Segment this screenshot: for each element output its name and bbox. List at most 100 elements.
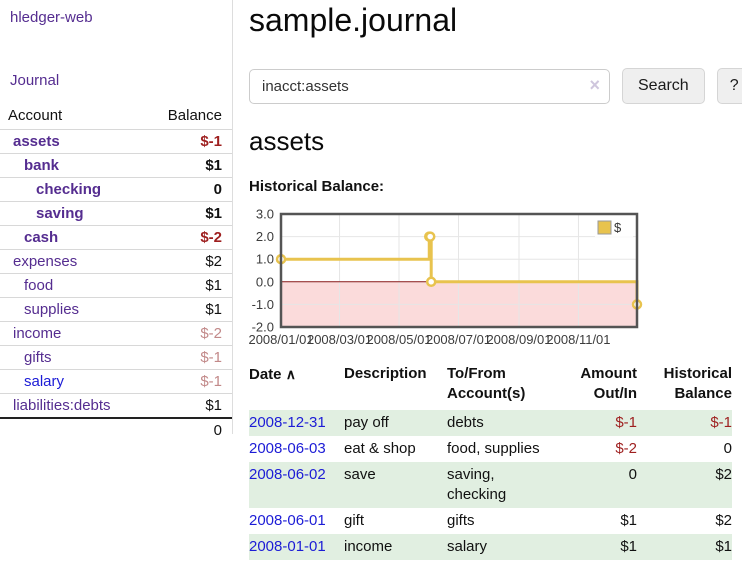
transaction-balance-cell: $2 <box>715 466 732 483</box>
search-button[interactable]: Search <box>622 68 705 104</box>
account-row: income $-2 <box>0 321 232 346</box>
account-heading: assets <box>249 126 325 156</box>
account-link[interactable]: income <box>13 325 62 342</box>
register-header-row: Date ∧ Description To/From Account(s) Am… <box>249 362 732 410</box>
transaction-accounts-cell: salary <box>447 538 488 555</box>
clear-search-icon[interactable]: × <box>589 74 600 95</box>
account-balance: $1 <box>205 205 222 222</box>
col-date: Date ∧ <box>249 366 296 383</box>
transaction-balance-cell: 0 <box>723 440 732 457</box>
main-content: sample.journal × Search ? assets Histori… <box>233 0 742 560</box>
data-point-marker <box>425 276 437 288</box>
transaction-date-link[interactable]: 2008-12-31 <box>249 414 326 431</box>
y-tick-label: -2.0 <box>252 320 274 335</box>
account-row: cash $-2 <box>0 225 232 250</box>
transaction-balance-cell: $-1 <box>710 414 732 431</box>
account-link[interactable]: gifts <box>24 349 52 366</box>
accounts-header-row: Account Balance <box>0 104 232 130</box>
x-tick-label: 2008/01/01 <box>248 332 313 347</box>
account-balance: 0 <box>213 181 222 198</box>
app-title-link[interactable]: hledger-web <box>10 9 93 26</box>
transaction-date-link[interactable]: 2008-01-01 <box>249 538 326 555</box>
account-link[interactable]: food <box>24 277 54 294</box>
account-link[interactable]: liabilities:debts <box>13 397 111 414</box>
register-row: 2008-12-31 pay off debts $-1 $-1 <box>249 410 732 436</box>
account-balance: $1 <box>205 301 222 318</box>
transaction-accounts-cell: gifts <box>447 512 475 529</box>
transaction-amount-cell: 0 <box>628 466 637 483</box>
account-balance: $-2 <box>200 229 222 246</box>
page-title: sample.journal <box>249 2 458 38</box>
register-row: 2008-01-01 income salary $1 $1 <box>249 534 732 560</box>
account-row: saving $1 <box>0 201 232 226</box>
account-balance: $1 <box>205 157 222 174</box>
account-balance: $-1 <box>200 349 222 366</box>
sidebar-item-journal[interactable]: Journal <box>10 72 60 89</box>
data-point-marker <box>424 231 436 242</box>
transaction-description-cell: gift <box>344 512 365 529</box>
account-link[interactable]: saving <box>36 205 84 222</box>
transaction-amount-cell: $1 <box>620 512 637 529</box>
transaction-date-cell: 2008-06-01 <box>249 508 344 534</box>
account-link[interactable]: salary <box>24 373 65 390</box>
page: hledger-web Journal Account Balance asse… <box>0 0 742 560</box>
account-row: gifts $-1 <box>0 345 232 370</box>
transaction-balance-cell: $2 <box>715 512 732 529</box>
account-balance: $-2 <box>200 325 222 342</box>
account-row: bank $1 <box>0 153 232 178</box>
y-tick-label: 3.0 <box>256 207 274 222</box>
transaction-amount-cell: $-1 <box>615 414 637 431</box>
account-row: food $1 <box>0 273 232 298</box>
search-help-button[interactable]: ? <box>716 68 742 104</box>
account-link[interactable]: assets <box>13 133 60 150</box>
transaction-description-cell: eat & shop <box>344 440 416 457</box>
register-row: 2008-06-01 gift gifts $1 $2 <box>249 508 732 534</box>
transaction-date-link[interactable]: 2008-06-03 <box>249 440 326 457</box>
col-description: Description <box>344 365 427 382</box>
x-tick-label: 2008/07/01 <box>426 332 491 347</box>
transaction-accounts-cell: food, supplies <box>447 440 540 457</box>
x-tick-label: 2008/05/01 <box>366 332 431 347</box>
y-tick-label: 1.0 <box>256 252 274 267</box>
historical-balance-chart: $3.0 2.0 1.0 0.0 -1.0 -2.02008/01/012008/03/0… <box>248 207 643 347</box>
chart-title: Historical Balance: <box>249 178 385 195</box>
chart-border <box>279 212 639 329</box>
col-accounts: To/From Account(s) <box>447 365 526 402</box>
transaction-amount-cell: $1 <box>620 538 637 555</box>
account-link[interactable]: expenses <box>13 253 78 270</box>
accounts-total-value: 0 <box>213 422 222 439</box>
legend-swatch <box>597 220 612 235</box>
account-row: checking 0 <box>0 177 232 202</box>
register-row: 2008-06-03 eat & shop food, supplies $-2 0 <box>249 436 732 462</box>
account-row: assets $-1 <box>0 129 232 154</box>
legend-label: $ <box>614 220 622 235</box>
transaction-amount-cell: $-2 <box>615 440 637 457</box>
transaction-date-cell: 2008-01-01 <box>249 534 344 560</box>
col-balance: Historical Balance <box>663 365 732 402</box>
sidebar: hledger-web Journal Account Balance asse… <box>0 0 233 442</box>
transaction-date-cell: 2008-12-31 <box>249 410 344 436</box>
transaction-description-cell: save <box>344 466 376 483</box>
account-link[interactable]: bank <box>24 157 60 174</box>
transaction-accounts-cell: debts <box>447 414 484 431</box>
y-tick-label: -1.0 <box>252 297 274 312</box>
transaction-description-cell: pay off <box>344 414 389 431</box>
account-link[interactable]: checking <box>36 181 102 198</box>
transaction-accounts-cell: saving, checking <box>447 466 507 503</box>
account-link[interactable]: cash <box>24 229 59 246</box>
transaction-date-link[interactable]: 2008-06-01 <box>249 512 326 529</box>
accounts-col-account: Account <box>8 107 63 124</box>
y-tick-label: 2.0 <box>256 229 274 244</box>
x-tick-label: 2008/11/01 <box>546 332 610 347</box>
y-tick-label: 0.0 <box>256 274 274 289</box>
account-row: salary $-1 <box>0 369 232 394</box>
accounts-col-balance: Balance <box>167 107 222 124</box>
transaction-date-link[interactable]: 2008-06-02 <box>249 466 326 483</box>
account-balance: $1 <box>205 397 222 414</box>
account-link[interactable]: supplies <box>24 301 80 318</box>
register-table: Date ∧ Description To/From Account(s) Am… <box>249 362 732 560</box>
account-balance: $2 <box>205 253 222 270</box>
search-input[interactable] <box>249 68 610 104</box>
account-row: liabilities:debts $1 <box>0 393 232 418</box>
accounts-table: Account Balance assets $-1 bank $1 checking 0… <box>0 104 232 442</box>
